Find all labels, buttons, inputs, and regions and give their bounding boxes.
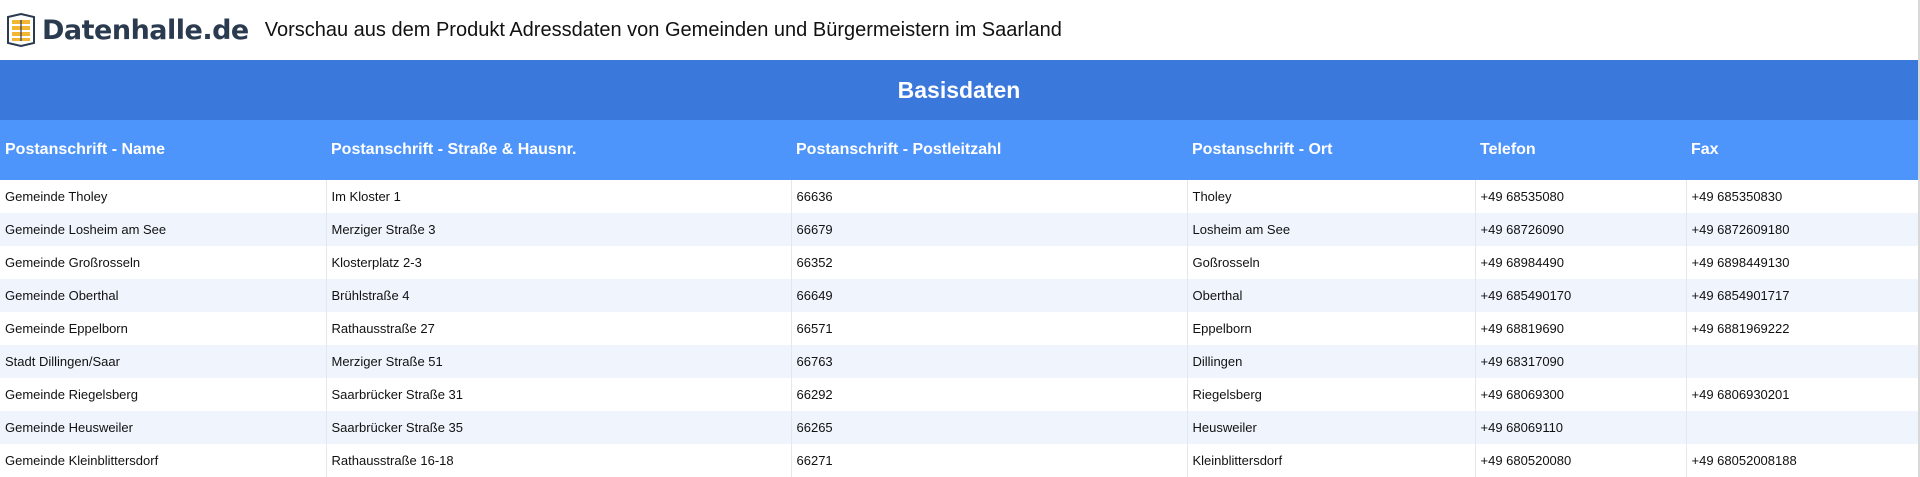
database-stack-icon	[7, 13, 35, 47]
table-cell: +49 68726090	[1475, 213, 1687, 246]
column-header[interactable]: Fax	[1686, 120, 1918, 180]
column-header[interactable]: Postanschrift - Ort	[1187, 120, 1475, 180]
table-cell: Gemeinde Großrosseln	[0, 246, 327, 279]
table-cell: 66763	[791, 345, 1188, 378]
table-cell: 66271	[791, 444, 1188, 477]
table-cell: Brühlstraße 4	[326, 279, 792, 312]
table-cell: Oberthal	[1187, 279, 1476, 312]
table-cell: Eppelborn	[1187, 312, 1476, 345]
table-cell: Gemeinde Eppelborn	[0, 312, 327, 345]
table-cell: +49 685350830	[1686, 180, 1918, 213]
table-cell: Rathausstraße 16-18	[326, 444, 792, 477]
table-cell: Klosterplatz 2-3	[326, 246, 792, 279]
table-cell: +49 6806930201	[1686, 378, 1918, 411]
table-cell	[1686, 411, 1918, 444]
scrollbar[interactable]	[1918, 0, 1920, 477]
table-cell: Heusweiler	[1187, 411, 1476, 444]
table-cell: Stadt Dillingen/Saar	[0, 345, 327, 378]
table-cell: Dillingen	[1187, 345, 1476, 378]
table-cell: +49 6881969222	[1686, 312, 1918, 345]
table-cell: +49 68535080	[1475, 180, 1687, 213]
table-row[interactable]: Gemeinde Heusweiler Saarbrücker Straße 35…	[0, 411, 1918, 444]
table-row[interactable]: Gemeinde Kleinblittersdorf Rathausstraße …	[0, 444, 1918, 477]
table-cell: Rathausstraße 27	[326, 312, 792, 345]
table-cell: 66649	[791, 279, 1188, 312]
table-cell: Gemeinde Kleinblittersdorf	[0, 444, 327, 477]
table-cell: Losheim am See	[1187, 213, 1476, 246]
table-cell: +49 68052008188	[1686, 444, 1918, 477]
table-cell: +49 680520080	[1475, 444, 1687, 477]
table-cell: Tholey	[1187, 180, 1476, 213]
table-cell: Saarbrücker Straße 35	[326, 411, 792, 444]
data-table: Basisdaten Postanschrift - Name Postansch…	[0, 60, 1918, 477]
table-body: Gemeinde Tholey Im Kloster 1 66636 Tholey +4…	[0, 180, 1918, 477]
table-cell: Goßrosseln	[1187, 246, 1476, 279]
table-cell	[1686, 345, 1918, 378]
table-cell: 66352	[791, 246, 1188, 279]
page-header: Datenhalle.de Vorschau aus dem Produkt A…	[0, 0, 1918, 60]
table-cell: +49 68069110	[1475, 411, 1687, 444]
table-cell: Merziger Straße 3	[326, 213, 792, 246]
page-title: Vorschau aus dem Produkt Adressdaten von…	[264, 18, 1062, 41]
column-header[interactable]: Postanschrift - Straße & Hausnr.	[326, 120, 791, 180]
table-cell: +49 68819690	[1475, 312, 1687, 345]
table-cell: Riegelsberg	[1187, 378, 1476, 411]
table-row[interactable]: Gemeinde Riegelsberg Saarbrücker Straße 3…	[0, 378, 1918, 411]
table-row[interactable]: Gemeinde Oberthal Brühlstraße 4 66649 Obert…	[0, 279, 1918, 312]
column-header[interactable]: Postanschrift - Postleitzahl	[791, 120, 1187, 180]
table-cell: +49 68069300	[1475, 378, 1687, 411]
table-cell: +49 685490170	[1475, 279, 1687, 312]
table-cell: 66265	[791, 411, 1188, 444]
table-cell: 66636	[791, 180, 1188, 213]
table-row[interactable]: Gemeinde Losheim am See Merziger Straße 3…	[0, 213, 1918, 246]
table-cell: Gemeinde Riegelsberg	[0, 378, 327, 411]
table-cell: Gemeinde Heusweiler	[0, 411, 327, 444]
group-header-basisdaten: Basisdaten	[0, 60, 1918, 120]
table-cell: 66571	[791, 312, 1188, 345]
table-row[interactable]: Gemeinde Großrosseln Klosterplatz 2-3 6635…	[0, 246, 1918, 279]
table-cell: +49 6872609180	[1686, 213, 1918, 246]
table-cell: Gemeinde Oberthal	[0, 279, 327, 312]
table-cell: +49 6854901717	[1686, 279, 1918, 312]
table-cell: Im Kloster 1	[326, 180, 792, 213]
brand-logo[interactable]: Datenhalle.de	[5, 10, 249, 50]
table-cell: Gemeinde Losheim am See	[0, 213, 327, 246]
table-cell: Kleinblittersdorf	[1187, 444, 1476, 477]
table-cell: +49 68984490	[1475, 246, 1687, 279]
brand-name: Datenhalle.de	[42, 14, 249, 46]
column-header[interactable]: Telefon	[1475, 120, 1686, 180]
table-cell: 66679	[791, 213, 1188, 246]
table-cell: +49 6898449130	[1686, 246, 1918, 279]
table-cell: 66292	[791, 378, 1188, 411]
table-row[interactable]: Stadt Dillingen/Saar Merziger Straße 51 66…	[0, 345, 1918, 378]
table-cell: Saarbrücker Straße 31	[326, 378, 792, 411]
column-header-row: Postanschrift - Name Postanschrift - Stra…	[0, 120, 1918, 180]
table-cell: +49 68317090	[1475, 345, 1687, 378]
table-row[interactable]: Gemeinde Eppelborn Rathausstraße 27 66571 E…	[0, 312, 1918, 345]
table-row[interactable]: Gemeinde Tholey Im Kloster 1 66636 Tholey +4…	[0, 180, 1918, 213]
table-cell: Merziger Straße 51	[326, 345, 792, 378]
table-cell: Gemeinde Tholey	[0, 180, 327, 213]
column-header[interactable]: Postanschrift - Name	[0, 120, 326, 180]
